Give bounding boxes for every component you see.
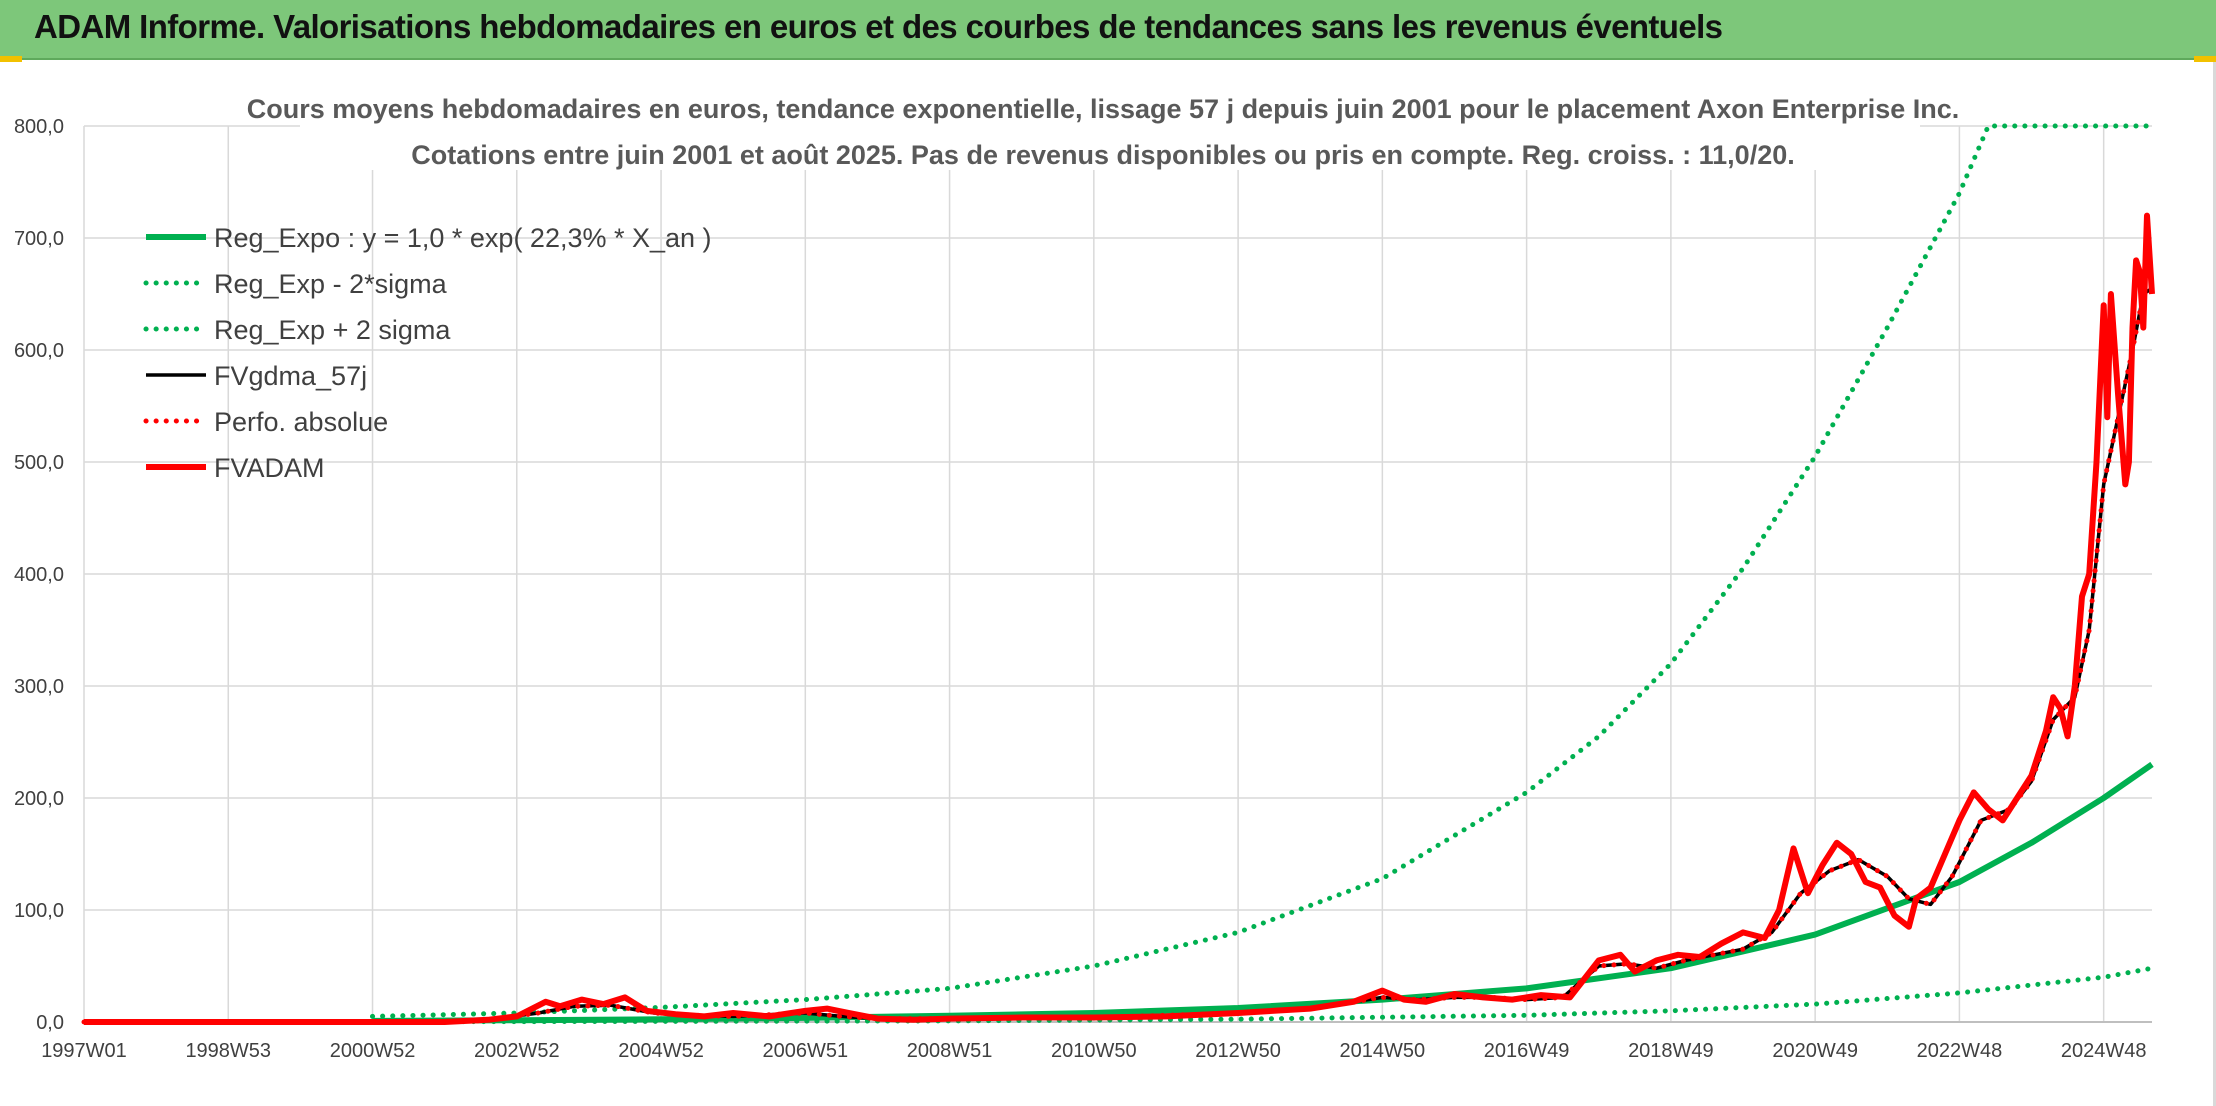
chart-titles: Cours moyens hebdomadaires en euros, ten… xyxy=(247,86,1960,170)
corner-accent-right xyxy=(2194,56,2216,62)
legend-label: FVADAM xyxy=(214,453,325,483)
x-tick-label: 2010W50 xyxy=(1051,1040,1137,1062)
series-lines xyxy=(81,123,2155,1025)
y-tick-label: 100,0 xyxy=(14,900,64,922)
series-line-5 xyxy=(84,212,2155,1025)
y-tick-label: 800,0 xyxy=(14,116,64,138)
right-edge xyxy=(2213,62,2216,1106)
x-tick-label: 2000W52 xyxy=(330,1040,416,1062)
corner-accent-left xyxy=(0,56,22,62)
x-tick-label: 2006W51 xyxy=(762,1040,848,1062)
chart-title: Cours moyens hebdomadaires en euros, ten… xyxy=(247,94,1960,124)
series-line-2 xyxy=(370,123,2155,1019)
legend-label: FVgdma_57j xyxy=(214,361,367,391)
x-tick-label: 2018W49 xyxy=(1628,1040,1714,1062)
x-tick-label: 1998W53 xyxy=(185,1040,271,1062)
line-chart: 0,0 100,0 200,0 300,0 400,0 500,0 600,0 700,0 80… xyxy=(14,86,2155,1062)
x-tick-label: 2008W51 xyxy=(907,1040,993,1062)
y-tick-label: 600,0 xyxy=(14,340,64,362)
report-title: ADAM Informe. Valorisations hebdomadaire… xyxy=(34,8,1723,45)
x-tick-label: 2020W49 xyxy=(1772,1040,1858,1062)
y-tick-label: 0,0 xyxy=(36,1012,64,1034)
chart-subtitle: Cotations entre juin 2001 et août 2025. … xyxy=(411,140,1794,170)
x-tick-label: 2016W49 xyxy=(1484,1040,1570,1062)
grid xyxy=(83,125,2152,1023)
x-tick-label: 2022W48 xyxy=(1917,1040,2003,1062)
x-tick-label: 1997W01 xyxy=(41,1040,127,1062)
legend-label: Reg_Expo : y = 1,0 * exp( 22,3% * X_an ) xyxy=(214,223,712,253)
x-tick-label: 2024W48 xyxy=(2061,1040,2147,1062)
series-line-4 xyxy=(81,285,2155,1025)
x-tick-label: 2014W50 xyxy=(1340,1040,1426,1062)
legend: Reg_Expo : y = 1,0 * exp( 22,3% * X_an )… xyxy=(143,223,712,483)
header-banner: ADAM Informe. Valorisations hebdomadaire… xyxy=(0,0,2216,60)
x-axis-ticks: 1997W01 1998W53 2000W52 2002W52 2004W52 2006W… xyxy=(41,1040,2146,1062)
y-tick-label: 400,0 xyxy=(14,564,64,586)
title-background xyxy=(300,86,1920,170)
x-tick-label: 2012W50 xyxy=(1195,1040,1281,1062)
x-tick-label: 2004W52 xyxy=(618,1040,704,1062)
series-line-1 xyxy=(370,965,2155,1025)
legend-label: Reg_Exp - 2*sigma xyxy=(214,269,448,299)
series-line-3 xyxy=(84,286,2153,1024)
y-axis-ticks: 0,0 100,0 200,0 300,0 400,0 500,0 600,0 700,0 80… xyxy=(14,116,64,1034)
legend-label: Reg_Exp + 2 sigma xyxy=(214,315,451,345)
legend-label: Perfo. absolue xyxy=(214,407,388,437)
y-tick-label: 300,0 xyxy=(14,676,64,698)
y-tick-label: 200,0 xyxy=(14,788,64,810)
y-tick-label: 700,0 xyxy=(14,228,64,250)
x-tick-label: 2002W52 xyxy=(474,1040,560,1062)
y-tick-label: 500,0 xyxy=(14,452,64,474)
